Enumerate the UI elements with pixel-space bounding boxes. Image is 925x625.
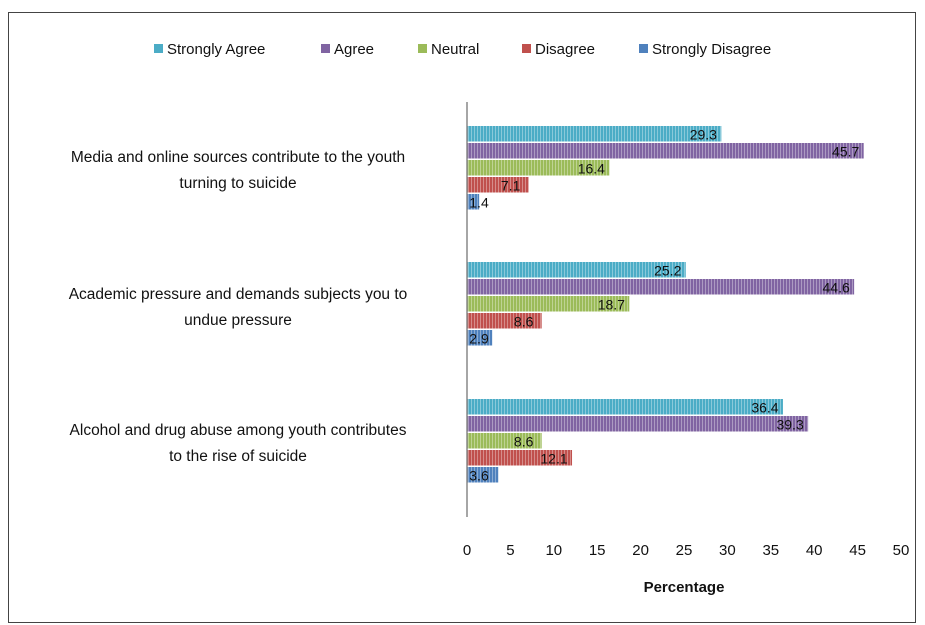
value-label-1-0: 25.2 <box>654 263 681 279</box>
bar-texture-0-0 <box>467 126 722 142</box>
legend-label-2: Neutral <box>431 41 479 58</box>
value-label-1-4: 2.9 <box>469 331 489 347</box>
bar-texture-0-4 <box>467 194 480 210</box>
legend-label-3: Disagree <box>535 41 595 58</box>
legend-label-1: Agree <box>334 41 374 58</box>
x-axis-ticks: 0 5 10 15 20 25 30 35 40 45 50 <box>463 542 910 559</box>
bar-texture-2-0 <box>467 399 783 415</box>
x-tick-label-2: 10 <box>545 542 562 559</box>
x-tick-label-3: 15 <box>589 542 606 559</box>
bars: 29.3 45.7 16.4 7.1 1.4 25.2 44.6 18.7 8.6 2.9 36.4… <box>467 126 864 484</box>
bar-texture-2-3 <box>467 450 573 466</box>
category-label-0-line-1: turning to suicide <box>179 175 296 192</box>
bar-texture-1-2 <box>467 296 630 312</box>
category-label-0-line-0: Media and online sources contribute to t… <box>71 149 405 166</box>
value-label-2-0: 36.4 <box>751 400 778 416</box>
legend-swatch-1 <box>321 44 330 53</box>
bar-texture-1-0 <box>467 262 686 278</box>
category-labels: Media and online sources contribute to t… <box>69 149 408 465</box>
x-tick-label-10: 50 <box>893 542 910 559</box>
category-label-1-line-1: undue pressure <box>184 312 292 329</box>
bar-texture-0-1 <box>467 143 864 159</box>
category-label-1-line-0: Academic pressure and demands subjects y… <box>69 286 408 303</box>
value-label-0-1: 45.7 <box>832 144 859 160</box>
category-label-2-line-0: Alcohol and drug abuse among youth contr… <box>70 422 407 439</box>
legend-label-0: Strongly Agree <box>167 41 265 58</box>
x-tick-label-1: 5 <box>506 542 514 559</box>
x-tick-label-9: 45 <box>849 542 866 559</box>
bar-texture-2-2 <box>467 433 542 449</box>
value-label-0-3: 7.1 <box>501 178 521 194</box>
value-label-0-4: 1.4 <box>469 195 489 211</box>
category-label-2-line-1: to the rise of suicide <box>169 448 307 465</box>
value-label-0-2: 16.4 <box>578 161 605 177</box>
legend-swatch-0 <box>154 44 163 53</box>
bar-texture-0-3 <box>467 177 529 193</box>
x-tick-label-8: 40 <box>806 542 823 559</box>
chart-frame <box>8 12 916 623</box>
value-label-2-4: 3.6 <box>469 468 489 484</box>
value-label-2-3: 12.1 <box>540 451 567 467</box>
x-axis-title: Percentage <box>644 579 725 596</box>
value-label-1-3: 8.6 <box>514 314 534 330</box>
bar-texture-1-1 <box>467 279 855 295</box>
value-label-0-0: 29.3 <box>690 127 717 143</box>
bar-texture-2-1 <box>467 416 809 432</box>
x-tick-label-0: 0 <box>463 542 471 559</box>
x-tick-label-5: 25 <box>676 542 693 559</box>
legend-label-4: Strongly Disagree <box>652 41 771 58</box>
value-label-1-2: 18.7 <box>598 297 625 313</box>
legend-swatch-2 <box>418 44 427 53</box>
x-tick-label-4: 20 <box>632 542 649 559</box>
legend-swatch-3 <box>522 44 531 53</box>
x-tick-label-6: 30 <box>719 542 736 559</box>
x-tick-label-7: 35 <box>762 542 779 559</box>
value-label-1-1: 44.6 <box>823 280 850 296</box>
value-label-2-1: 39.3 <box>776 417 803 433</box>
bar-texture-0-2 <box>467 160 610 176</box>
value-label-2-2: 8.6 <box>514 434 534 450</box>
bar-texture-2-4 <box>467 467 499 483</box>
legend: Strongly Agree Agree Neutral Disagree Strong… <box>154 41 771 58</box>
bar-texture-1-4 <box>467 330 493 346</box>
legend-swatch-4 <box>639 44 648 53</box>
bar-texture-1-3 <box>467 313 542 329</box>
